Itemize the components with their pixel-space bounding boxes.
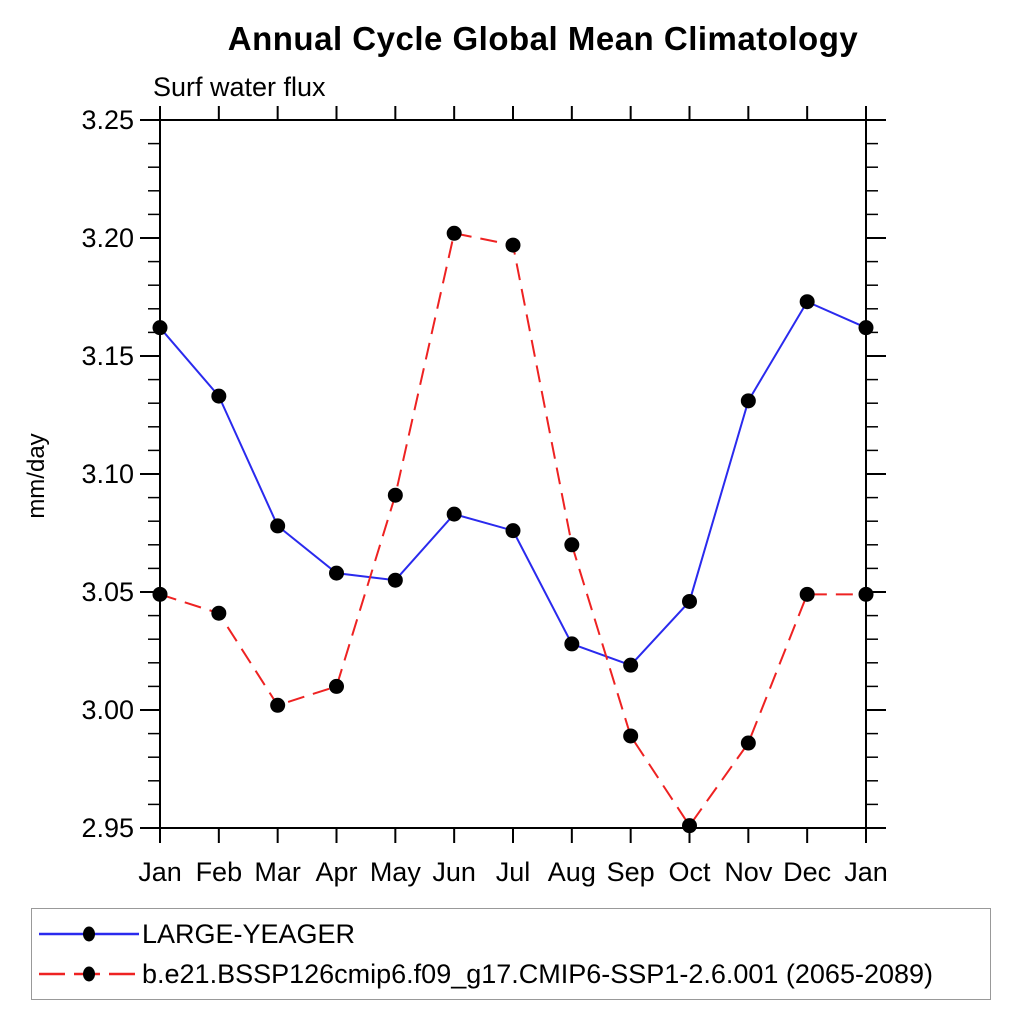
x-tick-label: Feb — [196, 857, 243, 887]
y-tick-label: 3.00 — [81, 695, 134, 725]
x-tick-label: Jun — [432, 857, 476, 887]
legend-entry: b.e21.BSSP126cmip6.f09_g17.CMIP6-SSP1-2.… — [37, 954, 990, 994]
chart-subtitle: Surf water flux — [153, 72, 326, 102]
x-tick-label: Apr — [315, 857, 357, 887]
y-tick-label: 3.05 — [81, 577, 134, 607]
y-tick-label: 3.15 — [81, 341, 134, 371]
x-tick-label: Nov — [724, 857, 773, 887]
data-point-marker — [387, 572, 403, 588]
y-tick-label: 3.10 — [81, 459, 134, 489]
data-point-marker — [799, 294, 815, 310]
data-point-marker — [740, 393, 756, 409]
plot-frame — [159, 119, 867, 829]
x-tick-label: Jan — [138, 857, 182, 887]
legend-label: LARGE-YEAGER — [142, 918, 356, 949]
data-point-marker — [211, 388, 227, 404]
legend-label: b.e21.BSSP126cmip6.f09_g17.CMIP6-SSP1-2.… — [142, 958, 934, 989]
legend-sample-marker — [83, 926, 95, 942]
x-tick-label: Oct — [668, 857, 711, 887]
data-point-marker — [446, 506, 462, 522]
x-tick-label: May — [370, 857, 422, 887]
y-tick-label: 3.20 — [81, 223, 134, 253]
data-point-marker — [505, 237, 521, 253]
data-point-marker — [152, 586, 168, 602]
data-point-marker — [858, 320, 874, 336]
series-line-0 — [159, 300, 867, 667]
data-point-marker — [799, 586, 815, 602]
data-point-marker — [740, 735, 756, 751]
data-point-marker — [682, 593, 697, 609]
data-point-marker — [211, 605, 227, 621]
data-point-marker — [858, 586, 874, 602]
data-point-marker — [623, 728, 639, 744]
legend-entry: LARGE-YEAGER — [37, 914, 990, 954]
legend-line-sample-icon — [39, 926, 139, 942]
x-tick-label: Sep — [607, 857, 655, 887]
data-point-marker — [152, 320, 168, 336]
data-point-marker — [270, 518, 286, 534]
legend: LARGE-YEAGER b.e21.BSSP126cmip6.f09_g17.… — [31, 908, 991, 1000]
data-point-marker — [564, 537, 580, 553]
data-point-marker — [329, 565, 344, 581]
x-tick-label: Mar — [254, 857, 301, 887]
y-axis-title: mm/day — [23, 433, 50, 519]
x-tick-label: Dec — [783, 857, 831, 887]
data-point-marker — [505, 523, 521, 539]
x-tick-label: Aug — [548, 857, 596, 887]
x-tick-label: Jan — [844, 857, 888, 887]
data-point-marker — [564, 636, 580, 652]
data-point-marker — [270, 697, 286, 713]
y-tick-label: 3.25 — [81, 105, 134, 135]
chart-title: Annual Cycle Global Mean Climatology — [227, 20, 859, 57]
data-point-marker — [329, 678, 344, 694]
data-point-marker — [623, 657, 639, 673]
data-point-marker — [446, 225, 462, 241]
data-point-marker — [387, 487, 403, 503]
data-point-marker — [682, 818, 697, 834]
legend-sample-marker — [83, 966, 95, 982]
y-tick-label: 2.95 — [81, 813, 134, 843]
x-tick-label: Jul — [496, 857, 531, 887]
legend-line-sample-icon — [39, 966, 139, 982]
